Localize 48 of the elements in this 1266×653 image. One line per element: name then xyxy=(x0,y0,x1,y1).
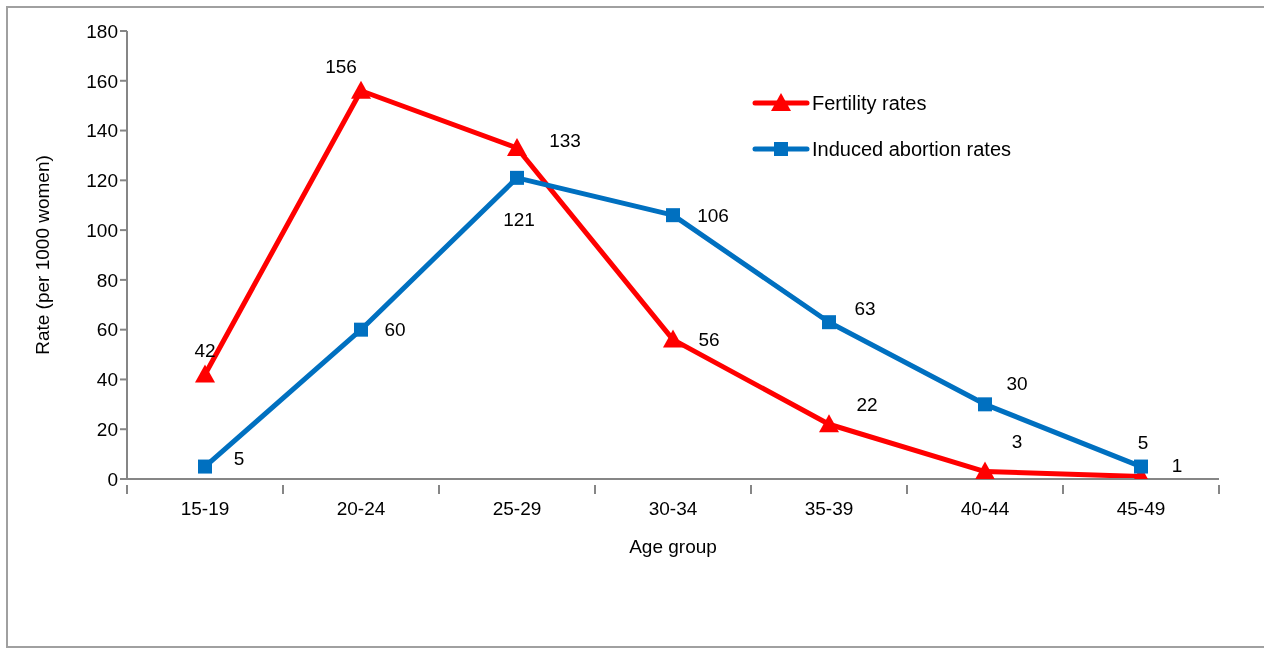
y-tick-label: 20 xyxy=(96,418,118,440)
y-tick-label: 0 xyxy=(107,468,118,490)
point xyxy=(819,414,839,433)
data-label: 56 xyxy=(698,329,720,351)
x-tick-label: 25-29 xyxy=(492,498,542,519)
y-tick-label: 120 xyxy=(86,170,118,192)
data-label: 106 xyxy=(697,204,729,226)
y-tick-label: 60 xyxy=(96,319,118,341)
point xyxy=(507,137,527,156)
y-tick-label: 160 xyxy=(86,70,118,92)
y-tick-label: 180 xyxy=(86,20,118,42)
legend-label: Fertility rates xyxy=(812,91,927,115)
data-label: 133 xyxy=(549,129,581,151)
point xyxy=(1134,459,1148,474)
data-label: 5 xyxy=(1137,432,1149,454)
point xyxy=(354,322,368,337)
x-tick-label: 45-49 xyxy=(1116,498,1166,519)
point xyxy=(822,315,836,330)
x-tick-label: 15-19 xyxy=(180,498,230,519)
point xyxy=(975,461,995,479)
point xyxy=(663,329,683,348)
legend-label: Induced abortion rates xyxy=(812,137,1012,161)
point xyxy=(198,459,212,474)
y-tick-label: 80 xyxy=(96,269,118,291)
data-label: 121 xyxy=(503,209,535,231)
data-label: 3 xyxy=(1011,431,1023,453)
data-label: 1 xyxy=(1171,455,1183,477)
y-tick-label: 100 xyxy=(86,219,118,241)
point xyxy=(666,208,680,223)
x-axis-title: Age group xyxy=(629,536,717,557)
data-label: 156 xyxy=(325,56,357,78)
data-label: 22 xyxy=(856,393,878,415)
y-axis-title: Rate (per 1000 women) xyxy=(31,155,53,355)
data-label: 30 xyxy=(1006,372,1028,394)
x-tick-label: 30-34 xyxy=(648,498,698,519)
y-tick-label: 140 xyxy=(86,120,118,142)
data-label: 63 xyxy=(854,297,876,319)
point xyxy=(195,364,215,383)
y-tick-label: 40 xyxy=(96,369,118,391)
x-tick-label: 40-44 xyxy=(960,498,1010,519)
data-label: 60 xyxy=(384,319,406,341)
x-tick-label: 35-39 xyxy=(804,498,854,519)
x-tick-label: 20-24 xyxy=(336,498,386,519)
point xyxy=(351,80,371,99)
data-label: 5 xyxy=(233,448,245,470)
point xyxy=(978,397,992,412)
data-label: 42 xyxy=(194,340,216,362)
point xyxy=(510,170,524,185)
